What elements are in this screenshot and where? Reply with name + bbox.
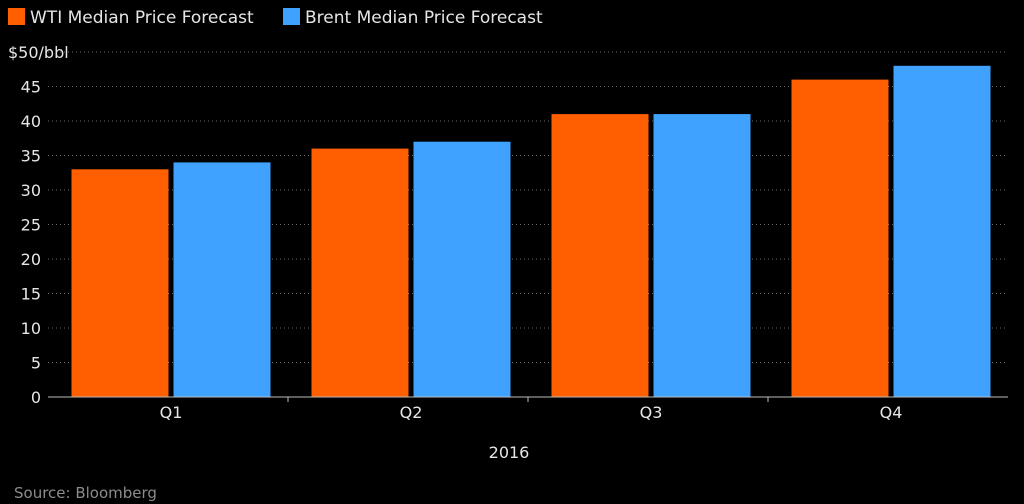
source-note: Source: Bloomberg	[14, 484, 157, 502]
y-tick-label: 0	[31, 388, 41, 407]
y-tick-label: 10	[21, 319, 41, 338]
bar-brent-q3	[653, 114, 751, 397]
y-tick-label: 25	[21, 216, 41, 235]
y-tick-label: 5	[31, 354, 41, 373]
x-axis-label: 2016	[489, 443, 530, 462]
bar-wti-q1	[71, 169, 169, 397]
y-axis-ticks: 0 5 10 15 20 25 30 35 40 45 $50/bbl	[8, 43, 69, 407]
x-tick-label: Q3	[640, 403, 663, 422]
bar-brent-q2	[413, 141, 511, 397]
y-tick-label: 40	[21, 112, 41, 131]
bars	[71, 65, 991, 398]
legend: WTI Median Price Forecast Brent Median P…	[8, 8, 543, 28]
y-tick-label: 20	[21, 250, 41, 269]
x-tick-label: Q2	[400, 403, 423, 422]
legend-label-brent: Brent Median Price Forecast	[305, 8, 543, 28]
legend-swatch-brent	[283, 8, 300, 25]
bar-wti-q3	[551, 114, 649, 397]
bar-wti-q2	[311, 148, 409, 397]
bar-brent-q1	[173, 162, 271, 397]
legend-label-wti: WTI Median Price Forecast	[30, 8, 254, 28]
y-tick-label: 30	[21, 181, 41, 200]
x-tick-label: Q4	[880, 403, 903, 422]
bar-brent-q4	[893, 65, 991, 398]
y-tick-label: 45	[21, 78, 41, 97]
y-tick-label: 15	[21, 285, 41, 304]
y-tick-label: 35	[21, 147, 41, 166]
y-tick-label: $50/bbl	[8, 43, 69, 62]
x-axis-ticks: Q1 Q2 Q3 Q4	[160, 397, 903, 422]
x-tick-label: Q1	[160, 403, 183, 422]
bar-wti-q4	[791, 79, 889, 397]
legend-swatch-wti	[8, 8, 25, 25]
